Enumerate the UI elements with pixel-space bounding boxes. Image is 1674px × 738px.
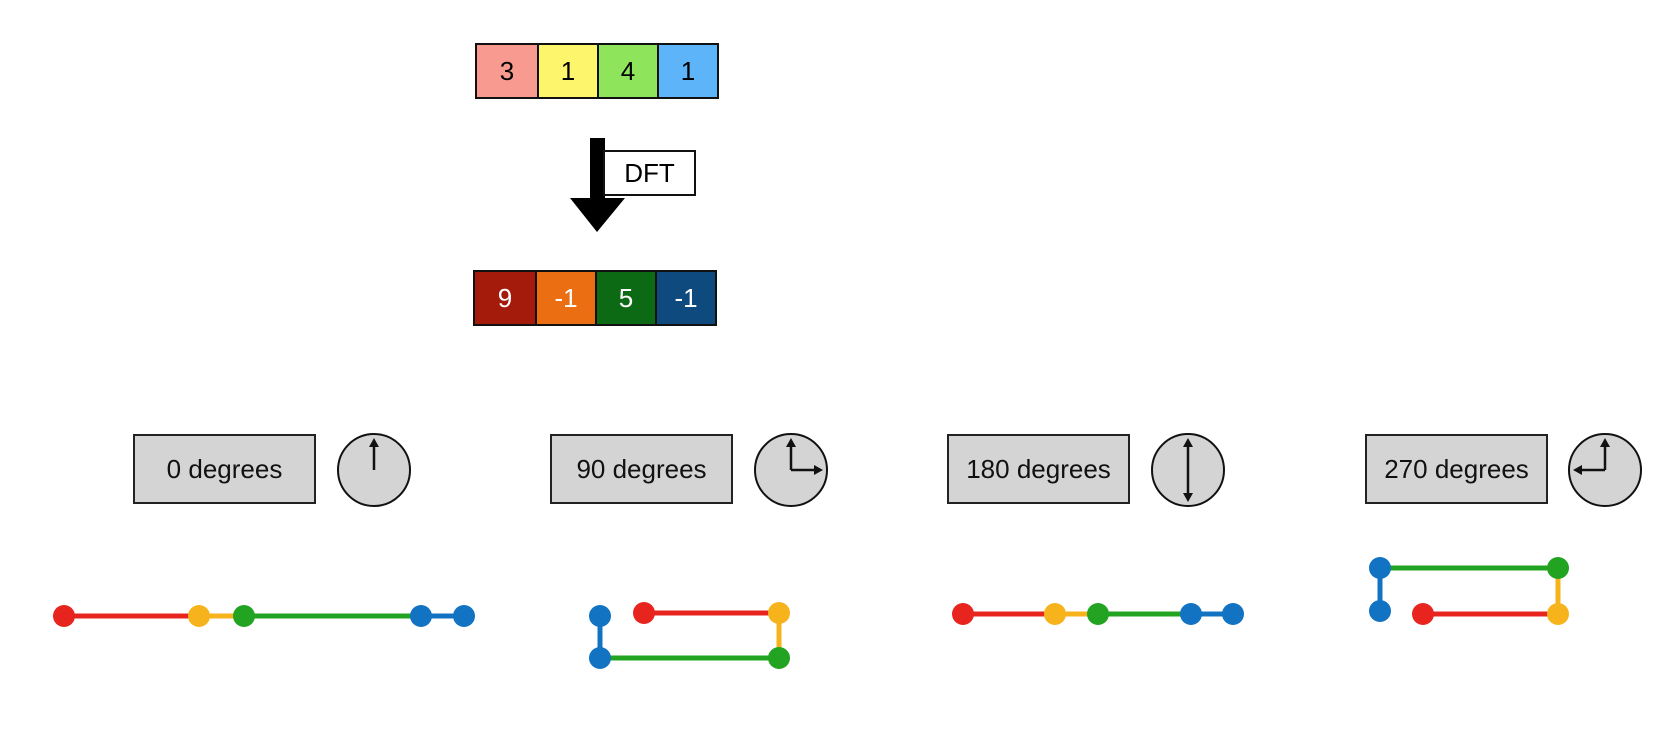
walk-180-dot-3 [1180,603,1202,625]
walk-90-dot-4 [589,605,611,627]
input-cell-3: 1 [657,45,717,97]
output-cell-3: -1 [655,272,715,324]
rotation-label-90: 90 degrees [550,434,733,504]
output-array: 9 -1 5 -1 [473,270,717,326]
down-arrow-icon [570,138,625,232]
output-cell-1: -1 [535,272,595,324]
walk-180-dot-2 [1087,603,1109,625]
clock-dial-90-icon [754,433,828,507]
walk-270-dot-2 [1547,557,1569,579]
walk-0-dot-4 [453,605,475,627]
clock-dial-0-icon [337,433,411,507]
walk-90-dot-0 [633,602,655,624]
dft-label: DFT [603,150,696,196]
clock-dial-270-icon [1568,433,1642,507]
output-cell-2: 5 [595,272,655,324]
input-cell-0: 3 [477,45,537,97]
walk-180-dot-4 [1222,603,1244,625]
walk-0-dot-1 [188,605,210,627]
input-cell-1: 1 [537,45,597,97]
rotation-label-270: 270 degrees [1365,434,1548,504]
output-cell-0: 9 [475,272,535,324]
input-array: 3 1 4 1 [475,43,719,99]
rotation-label-0: 0 degrees [133,434,316,504]
rotation-label-180: 180 degrees [947,434,1130,504]
walk-0-dot-2 [233,605,255,627]
walk-0-dot-0 [53,605,75,627]
walk-270-dot-1 [1547,603,1569,625]
walk-270-dot-0 [1412,603,1434,625]
walk-90-dot-1 [768,602,790,624]
walk-0-dot-3 [410,605,432,627]
walk-180-dot-1 [1044,603,1066,625]
walk-180-dot-0 [952,603,974,625]
input-cell-2: 4 [597,45,657,97]
walk-270-dot-4 [1369,600,1391,622]
walk-270-dot-3 [1369,557,1391,579]
walk-90-dot-3 [589,647,611,669]
clock-dial-180-icon [1151,433,1225,507]
walk-90-dot-2 [768,647,790,669]
